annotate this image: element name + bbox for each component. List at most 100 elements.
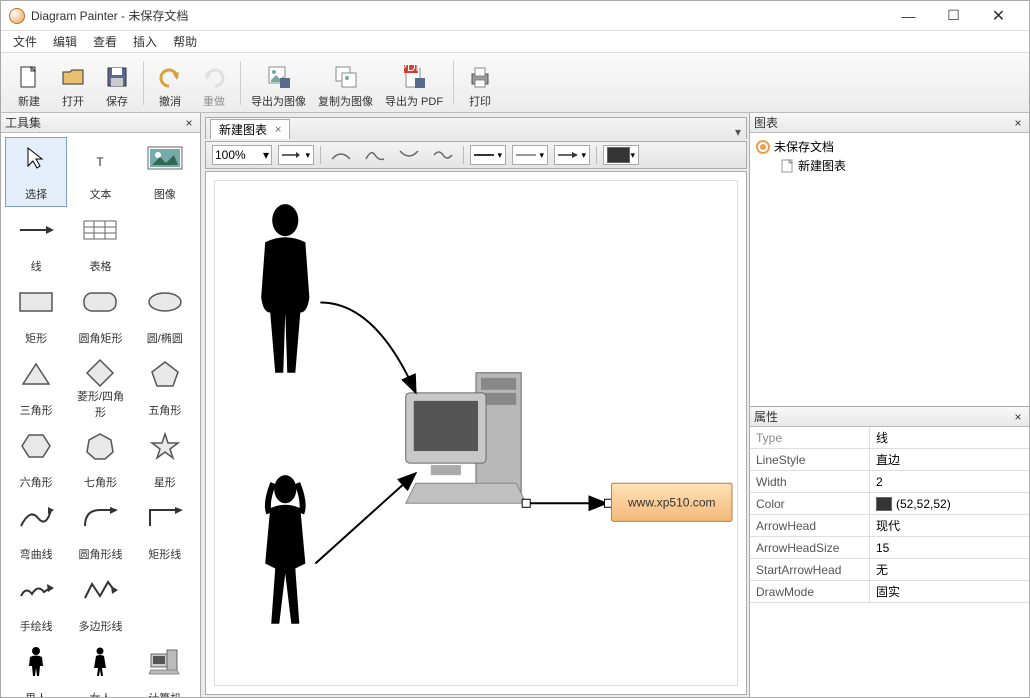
tool-image-label: 图像 [154,186,176,202]
prop-row-LineStyle[interactable]: LineStyle直边 [750,449,1029,471]
menu-编辑[interactable]: 编辑 [45,31,85,52]
toolbar-new-button[interactable]: 新建 [7,55,51,111]
color-picker-button[interactable]: ▾ [603,145,639,165]
tool-rline[interactable]: 矩形线 [134,497,196,567]
menu-查看[interactable]: 查看 [85,31,125,52]
tab-diagram[interactable]: 新建图表 × [210,119,290,139]
tool-hept-label: 七角形 [84,474,117,490]
menu-帮助[interactable]: 帮助 [165,31,205,52]
tool-star[interactable]: 星形 [134,425,196,495]
toolbar-expimg-label: 导出为图像 [251,93,306,109]
curve3-button[interactable] [395,145,423,165]
rect-icon [16,286,56,318]
line-style-button[interactable]: ▾ [470,145,506,165]
line-straight-button[interactable]: ▾ [278,145,314,165]
tree-child[interactable]: 新建图表 [756,156,1023,175]
toolbar-expimg-button[interactable]: 导出为图像 [245,55,312,111]
tool-hept[interactable]: 七角形 [69,425,131,495]
prop-value: 无 [870,561,1029,578]
tool-pent-label: 五角形 [148,402,181,418]
toolbar-open-label: 打开 [62,93,84,109]
tool-diamond[interactable]: 菱形/四角形 [69,353,131,423]
tool-curve[interactable]: 弯曲线 [5,497,67,567]
arrow-style-button[interactable]: ▾ [554,145,590,165]
tool-star-label: 星形 [154,474,176,490]
tool-table[interactable]: 表格 [69,209,131,279]
toolbar-exppdf-button[interactable]: PDF导出为 PDF [379,55,449,111]
poly-icon [80,574,120,606]
arrow-2[interactable] [315,473,415,563]
tool-man[interactable]: 男人 [5,641,67,697]
prop-row-ArrowHeadSize[interactable]: ArrowHeadSize15 [750,537,1029,559]
tool-rrect[interactable]: 圆角矩形 [69,281,131,351]
man-shape[interactable] [261,204,309,373]
document-icon [756,140,770,154]
tool-woman[interactable]: 女人 [69,641,131,697]
tab-dropdown-icon[interactable]: ▾ [730,125,746,139]
minimize-button[interactable]: — [886,1,931,31]
prop-value: 15 [870,541,1029,555]
toolbar-open-button[interactable]: 打开 [51,55,95,111]
prop-row-DrawMode[interactable]: DrawMode固实 [750,581,1029,603]
tool-text[interactable]: T文本 [69,137,131,207]
computer-shape[interactable] [406,373,526,504]
properties-title: 属性 [754,408,778,425]
tool-tri[interactable]: 三角形 [5,353,67,423]
menu-文件[interactable]: 文件 [5,31,45,52]
properties-table: Type线LineStyle直边Width2Color(52,52,52)Arr… [750,427,1029,697]
prop-row-Color[interactable]: Color(52,52,52) [750,493,1029,515]
tool-hand[interactable]: 手绘线 [5,569,67,639]
menu-插入[interactable]: 插入 [125,31,165,52]
curve4-button[interactable] [429,145,457,165]
prop-row-Type[interactable]: Type线 [750,427,1029,449]
woman-shape[interactable] [265,475,305,624]
curve-icon [16,502,56,534]
zoom-select[interactable]: 100%▾ [212,145,272,165]
canvas-viewport[interactable]: www.xp510.com [205,171,747,695]
arrow-1[interactable] [320,303,415,393]
redo-icon [200,63,228,91]
zoom-value: 100% [215,148,246,162]
canvas[interactable]: www.xp510.com [214,180,738,686]
tool-poly[interactable]: 多边形线 [69,569,131,639]
toolbar-copyimg-button[interactable]: 复制为图像 [312,55,379,111]
toolbar-copyimg-label: 复制为图像 [318,93,373,109]
line-width-button[interactable]: ▾ [512,145,548,165]
tool-hex[interactable]: 六角形 [5,425,67,495]
tool-line[interactable]: 线 [5,209,67,279]
tool-ellipse-label: 圆/椭圆 [147,330,183,346]
tool-rcurve[interactable]: 圆角形线 [69,497,131,567]
prop-row-ArrowHead[interactable]: ArrowHead现代 [750,515,1029,537]
curve1-button[interactable] [327,145,355,165]
app-icon [9,8,25,24]
tab-close-icon[interactable]: × [275,124,281,136]
canvas-area: 新建图表 × ▾ 100%▾ ▾ ▾ ▾ ▾ ▾ [201,113,749,697]
tool-ellipse[interactable]: 圆/椭圆 [134,281,196,351]
tool-image[interactable]: 图像 [134,137,196,207]
tab-label: 新建图表 [219,121,267,138]
toolbar-redo-button[interactable]: 重做 [192,55,236,111]
maximize-button[interactable]: ☐ [931,1,976,31]
tree-root[interactable]: 未保存文档 [756,137,1023,156]
toolbar-save-button[interactable]: 保存 [95,55,139,111]
selection-handle-start[interactable] [522,499,530,507]
curve2-button[interactable] [361,145,389,165]
toolbar-undo-button[interactable]: 撤消 [148,55,192,111]
toolbox-close-icon[interactable]: × [182,116,196,130]
tool-pent[interactable]: 五角形 [134,353,196,423]
diagram-panel-close-icon[interactable]: × [1011,116,1025,130]
undo-icon [156,63,184,91]
tool-select[interactable]: 选择 [5,137,67,207]
toolbox-header: 工具集 × [1,113,200,133]
prop-row-Width[interactable]: Width2 [750,471,1029,493]
rline-icon [145,502,185,534]
toolbar-print-button[interactable]: 打印 [458,55,502,111]
toolbar-save-label: 保存 [106,93,128,109]
pent-icon [145,358,185,390]
tool-pc[interactable]: 计算机 [134,641,196,697]
toolbox-grid: 选择T文本图像线表格矩形圆角矩形圆/椭圆三角形菱形/四角形五角形六角形七角形 星形… [1,133,200,697]
prop-row-StartArrowHead[interactable]: StartArrowHead无 [750,559,1029,581]
tool-rect[interactable]: 矩形 [5,281,67,351]
close-button[interactable]: ✕ [976,1,1021,31]
properties-close-icon[interactable]: × [1011,410,1025,424]
